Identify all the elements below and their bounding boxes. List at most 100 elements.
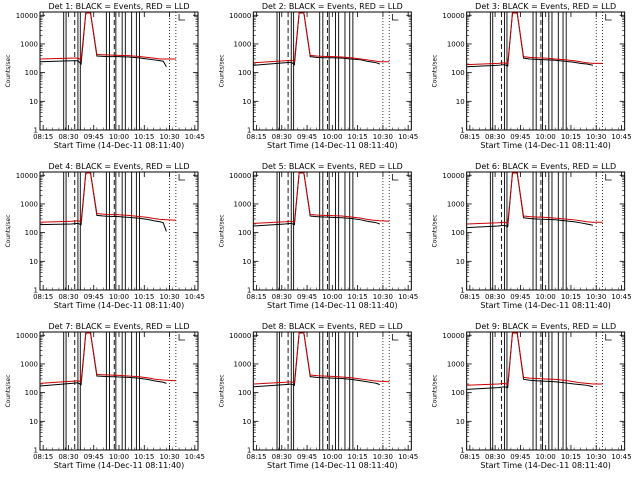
x-tick-label: 10:00 xyxy=(109,133,129,141)
y-tick-label: 10 xyxy=(456,418,465,426)
plot-area xyxy=(466,172,612,290)
y-tick-label: 10000 xyxy=(16,12,38,20)
y-tick-label: 10 xyxy=(242,98,251,106)
y-tick-label: 100 xyxy=(25,69,38,77)
x-tick-label: 08:15 xyxy=(246,453,266,461)
x-tick-label: 10:30 xyxy=(373,453,393,461)
chart-panel: Det 5: BLACK = Events, RED = LLD 1 10 100 10… xyxy=(218,162,418,310)
y-tick-label: 10000 xyxy=(442,332,464,340)
x-tick-label: 09:45 xyxy=(84,453,104,461)
x-tick-label: 08:30 xyxy=(272,453,292,461)
y-axis-label: Counts/sec xyxy=(218,214,225,247)
events-series-line xyxy=(253,172,380,227)
x-tick-label: 10:15 xyxy=(134,133,154,141)
x-tick-label: 10:30 xyxy=(586,133,606,141)
y-tick-label: 10000 xyxy=(16,332,38,340)
y-tick-label: 1 xyxy=(34,127,38,135)
y-axis-label: Counts/sec xyxy=(432,214,439,247)
events-series-line xyxy=(40,172,167,232)
y-axis-label: Counts/sec xyxy=(5,214,12,247)
x-tick-label: 09:45 xyxy=(84,133,104,141)
y-tick-label: 1 xyxy=(247,127,251,135)
events-series-line xyxy=(253,332,380,388)
plot-area xyxy=(253,172,399,290)
y-axis-label: Counts/sec xyxy=(432,54,439,87)
y-tick-label: 1 xyxy=(460,127,464,135)
x-tick-label: 10:15 xyxy=(348,453,368,461)
plot-area xyxy=(253,332,399,450)
x-tick-label: 08:30 xyxy=(485,133,505,141)
y-tick-label: 1 xyxy=(34,447,38,455)
x-tick-label: 10:15 xyxy=(561,133,581,141)
x-axis-label: Start Time (14-Dec-11 08:11:40) xyxy=(54,141,185,150)
x-tick-label: 08:15 xyxy=(460,453,480,461)
x-tick-label: 10:45 xyxy=(398,453,418,461)
x-tick-label: 09:45 xyxy=(84,293,104,301)
x-tick-label: 08:30 xyxy=(485,293,505,301)
x-tick-label: 08:15 xyxy=(33,293,53,301)
x-tick-label: 10:00 xyxy=(109,293,129,301)
lld-series-line xyxy=(40,332,176,384)
y-tick-label: 10000 xyxy=(16,172,38,180)
bracket-mark xyxy=(391,14,399,21)
y-tick-label: 1000 xyxy=(447,360,465,368)
chart-title: Det 1: BLACK = Events, RED = LLD xyxy=(49,2,190,11)
x-tick-label: 10:00 xyxy=(322,293,342,301)
x-tick-label: 09:45 xyxy=(297,133,317,141)
y-tick-label: 100 xyxy=(238,69,251,77)
x-tick-label: 10:15 xyxy=(348,293,368,301)
bracket-mark xyxy=(391,334,399,341)
bracket-mark xyxy=(178,334,186,341)
plot-area xyxy=(40,172,186,290)
y-tick-label: 100 xyxy=(25,389,38,397)
y-tick-label: 1000 xyxy=(20,360,38,368)
x-tick-label: 10:15 xyxy=(561,453,581,461)
y-tick-label: 10000 xyxy=(229,12,251,20)
x-tick-label: 10:15 xyxy=(134,293,154,301)
x-tick-label: 08:30 xyxy=(58,293,78,301)
x-axis-label: Start Time (14-Dec-11 08:11:40) xyxy=(267,461,398,470)
y-tick-label: 1 xyxy=(34,287,38,295)
x-tick-label: 10:15 xyxy=(561,293,581,301)
y-tick-label: 1000 xyxy=(234,360,252,368)
x-tick-label: 08:30 xyxy=(272,133,292,141)
lld-series-line xyxy=(40,172,176,223)
x-axis-label: Start Time (14-Dec-11 08:11:40) xyxy=(267,301,398,310)
chart-panel: Det 2: BLACK = Events, RED = LLD 1 10 100 10… xyxy=(218,2,418,150)
bracket-mark xyxy=(605,334,612,341)
x-tick-label: 10:30 xyxy=(586,453,606,461)
x-axis-label: Start Time (14-Dec-11 08:11:40) xyxy=(54,301,185,310)
y-tick-label: 100 xyxy=(25,229,38,237)
chart-title: Det 7: BLACK = Events, RED = LLD xyxy=(49,322,190,331)
x-tick-label: 10:15 xyxy=(348,133,368,141)
x-tick-label: 10:30 xyxy=(373,293,393,301)
chart-panel: Det 1: BLACK = Events, RED = LLD 1 10 100 10… xyxy=(5,2,205,150)
x-tick-label: 10:00 xyxy=(322,453,342,461)
x-tick-label: 10:45 xyxy=(185,133,205,141)
lld-series-line xyxy=(466,12,603,66)
x-axis-label: Start Time (14-Dec-11 08:11:40) xyxy=(54,461,185,470)
lld-series-line xyxy=(253,172,390,224)
events-series-line xyxy=(40,332,167,387)
chart-title: Det 6: BLACK = Events, RED = LLD xyxy=(475,162,616,171)
lld-series-line xyxy=(40,12,176,61)
events-series-line xyxy=(466,332,594,390)
lld-series-line xyxy=(466,172,603,225)
x-tick-label: 10:45 xyxy=(611,293,631,301)
y-tick-label: 1000 xyxy=(20,40,38,48)
bracket-mark xyxy=(391,174,399,181)
y-tick-label: 1000 xyxy=(447,200,465,208)
x-tick-label: 08:15 xyxy=(33,133,53,141)
events-series-line xyxy=(466,172,594,229)
bracket-mark xyxy=(605,14,612,21)
bracket-mark xyxy=(178,174,186,181)
x-tick-label: 10:30 xyxy=(159,453,179,461)
chart-panel: Det 4: BLACK = Events, RED = LLD 1 10 100 10… xyxy=(5,162,205,310)
x-tick-label: 09:45 xyxy=(510,293,530,301)
x-tick-label: 09:45 xyxy=(510,133,530,141)
x-tick-label: 08:15 xyxy=(246,133,266,141)
y-tick-label: 10000 xyxy=(229,332,251,340)
x-tick-label: 08:30 xyxy=(58,133,78,141)
chart-panel: Det 6: BLACK = Events, RED = LLD 1 10 100 10… xyxy=(432,162,632,310)
x-axis-label: Start Time (14-Dec-11 08:11:40) xyxy=(480,141,611,150)
